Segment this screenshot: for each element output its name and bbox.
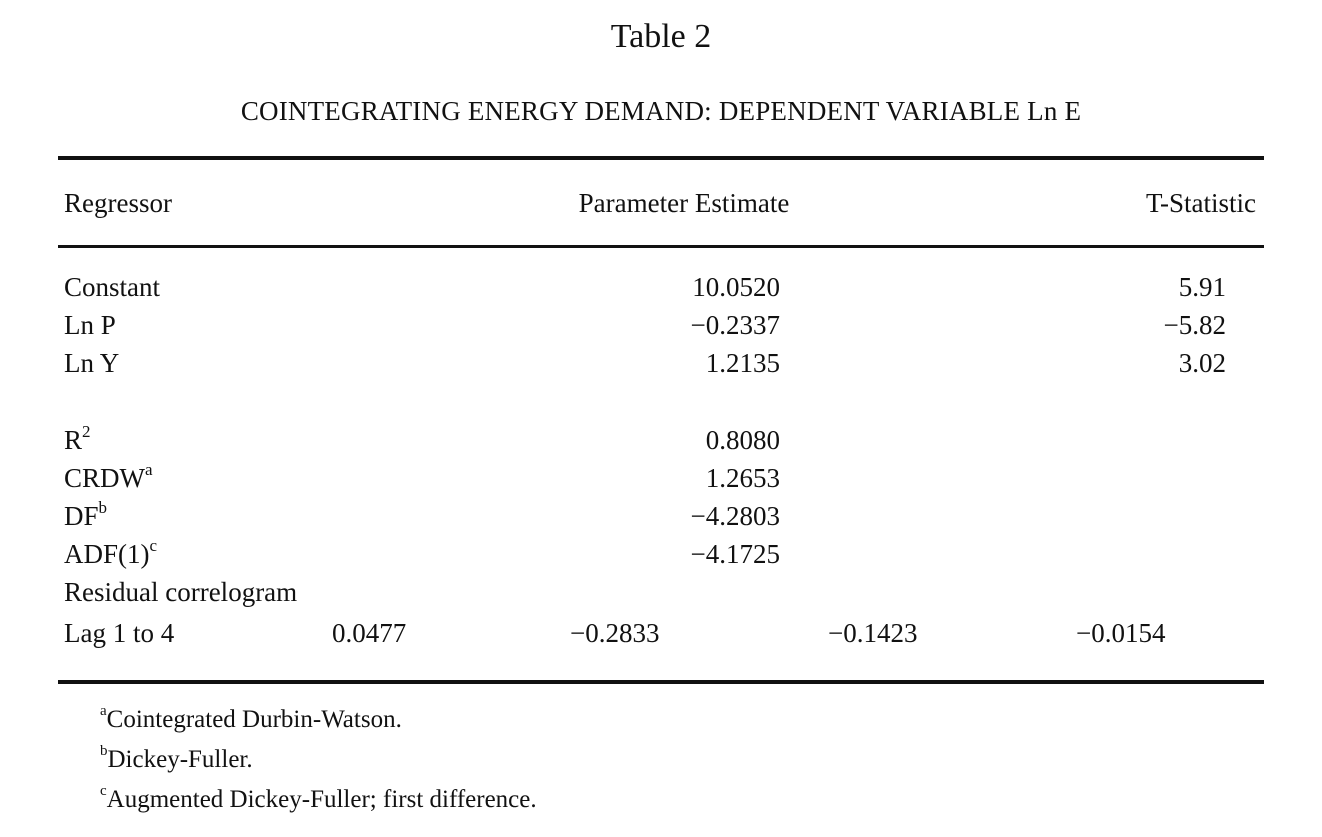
row-tstat-ln-p: −5.82 xyxy=(1163,310,1226,340)
stat-value-r-squared: 0.8080 xyxy=(705,425,780,455)
table-subtitle: COINTEGRATING ENERGY DEMAND: DEPENDENT V… xyxy=(240,96,1082,126)
lag-value-4: −0.0154 xyxy=(1076,618,1166,648)
footnote-a: aCointegrated Durbin-Watson. xyxy=(100,702,402,733)
row-label-ln-p: Ln P xyxy=(64,310,116,340)
top-rule xyxy=(58,156,1264,160)
row-estimate-ln-p: −0.2337 xyxy=(690,310,780,340)
header-parameter-estimate: Parameter Estimate xyxy=(578,188,790,218)
row-label-ln-y: Ln Y xyxy=(64,348,120,378)
stat-value-adf: −4.1725 xyxy=(690,539,780,569)
bottom-rule xyxy=(58,680,1264,684)
row-estimate-constant: 10.0520 xyxy=(692,272,780,302)
lag-value-3: −0.1423 xyxy=(828,618,918,648)
footnote-c: cAugmented Dickey-Fuller; first differen… xyxy=(100,782,537,813)
lag-value-1: 0.0477 xyxy=(332,618,407,648)
row-tstat-constant: 5.91 xyxy=(1178,272,1226,302)
lag-value-2: −0.2833 xyxy=(570,618,660,648)
correlogram-label: Residual correlogram xyxy=(64,577,298,607)
lag-label: Lag 1 to 4 xyxy=(64,618,175,648)
header-t-statistic: T-Statistic xyxy=(1145,188,1256,218)
row-tstat-ln-y: 3.02 xyxy=(1178,348,1226,378)
stat-label-df: DFb xyxy=(64,498,108,531)
header-regressor: Regressor xyxy=(64,188,172,218)
row-label-constant: Constant xyxy=(64,272,161,302)
stat-label-crdw: CRDWa xyxy=(64,460,153,493)
row-estimate-ln-y: 1.2135 xyxy=(705,348,780,378)
stat-value-df: −4.2803 xyxy=(690,501,780,531)
stat-label-r-squared: R2 xyxy=(64,422,91,455)
table-title: Table 2 xyxy=(610,18,712,55)
stat-label-adf: ADF(1)c xyxy=(64,536,158,569)
stat-value-crdw: 1.2653 xyxy=(705,463,780,493)
header-rule xyxy=(58,245,1264,248)
footnote-b: bDickey-Fuller. xyxy=(100,742,253,773)
